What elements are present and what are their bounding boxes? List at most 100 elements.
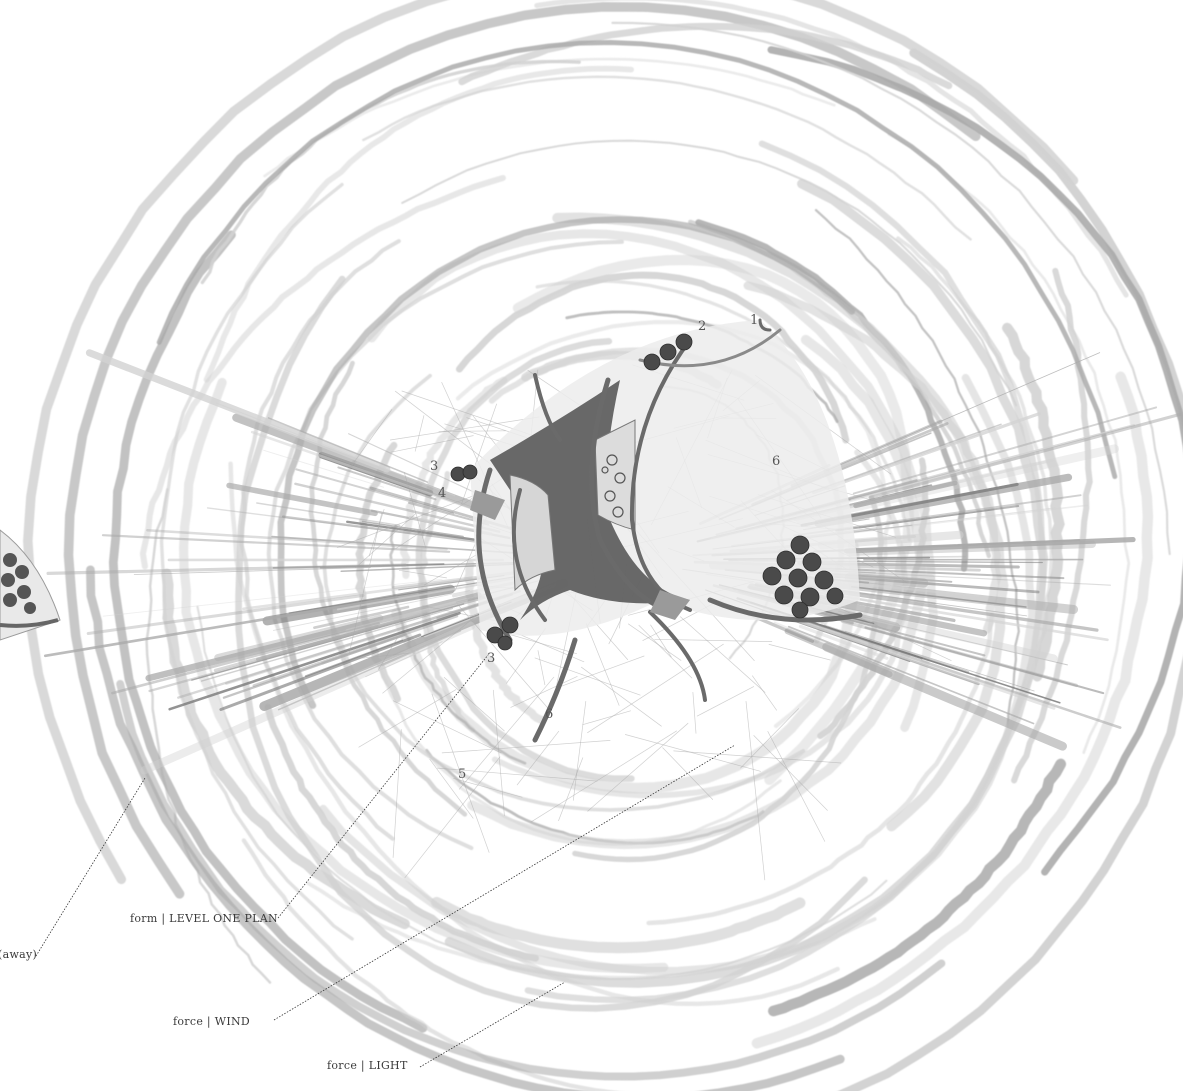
fine-hatch-line bbox=[441, 740, 611, 754]
fine-hatch-line bbox=[654, 638, 773, 642]
fine-hatch-line bbox=[628, 623, 682, 661]
fine-hatch-line bbox=[753, 735, 828, 811]
wind-streak bbox=[133, 567, 372, 575]
wind-streak bbox=[140, 621, 476, 775]
fine-hatch-line bbox=[587, 643, 724, 734]
light-swirl-stroke bbox=[277, 216, 856, 709]
light-swirl-stroke bbox=[228, 461, 840, 1007]
plan-number-5: 5 bbox=[458, 767, 466, 782]
wind-streak bbox=[295, 468, 455, 515]
wind-streak bbox=[838, 610, 1068, 666]
wind-streak bbox=[297, 624, 379, 649]
fine-hatch-line bbox=[392, 729, 402, 858]
fine-hatch-line bbox=[389, 416, 540, 441]
wind-streak bbox=[762, 607, 1056, 710]
fine-hatch-line bbox=[585, 623, 620, 706]
fine-hatch-line bbox=[390, 435, 474, 453]
light-swirl-stroke bbox=[524, 140, 1047, 1004]
fine-hatch-line bbox=[382, 614, 478, 694]
fine-hatch-line bbox=[458, 676, 555, 790]
light-swirl-stroke bbox=[306, 881, 877, 980]
wind-streak bbox=[272, 590, 470, 631]
fine-hatch-line bbox=[680, 616, 766, 693]
light-swirl-stroke bbox=[887, 132, 1131, 754]
light-swirl-stroke bbox=[458, 22, 953, 90]
plan-number-3b: 3 bbox=[487, 651, 495, 666]
wind-streak bbox=[111, 621, 381, 695]
tree-cluster-icon bbox=[450, 333, 844, 651]
tree-cluster-icon bbox=[1, 553, 36, 614]
wind-streak bbox=[272, 563, 445, 569]
light-swirl-stroke bbox=[308, 360, 468, 817]
wind-streak bbox=[798, 624, 889, 660]
fine-hatch-line bbox=[537, 650, 546, 686]
fine-hatch-line bbox=[516, 730, 560, 786]
fine-hatch-line bbox=[510, 676, 578, 708]
fine-hatch-line bbox=[403, 472, 426, 549]
wind-streak bbox=[256, 502, 401, 527]
plan-number-2: 2 bbox=[698, 319, 706, 334]
leader-wind bbox=[273, 744, 736, 1021]
fine-hatch-line bbox=[457, 604, 549, 709]
fine-hatch-line bbox=[443, 677, 505, 732]
wind-streak bbox=[43, 595, 399, 658]
wind-streak bbox=[844, 630, 1035, 692]
wind-streak bbox=[145, 592, 482, 682]
wind-streak bbox=[101, 534, 451, 553]
light-swirl-stroke bbox=[401, 139, 1018, 407]
wind-streak bbox=[337, 466, 437, 501]
fine-hatch-line bbox=[355, 513, 417, 569]
fine-hatch-line bbox=[582, 710, 631, 726]
adjacent-plan-fragment bbox=[0, 529, 61, 641]
wind-streak bbox=[168, 611, 461, 711]
fine-hatch-line bbox=[358, 689, 457, 748]
wind-streak bbox=[86, 594, 365, 635]
fine-hatch-line bbox=[768, 644, 831, 661]
plan-number-3a: 3 bbox=[430, 459, 438, 474]
light-swirl-stroke bbox=[767, 46, 1183, 876]
light-swirl-stroke bbox=[768, 758, 1067, 1017]
label-away: (away) bbox=[0, 948, 38, 961]
fine-hatch-line bbox=[581, 666, 662, 727]
light-swirl-stroke bbox=[108, 230, 428, 1033]
fine-hatch-line bbox=[745, 700, 766, 881]
wind-streak bbox=[255, 595, 486, 662]
wind-streak bbox=[835, 580, 980, 598]
plan-core bbox=[490, 380, 690, 620]
fine-hatch-line bbox=[436, 767, 598, 782]
light-swirl-stroke bbox=[431, 896, 806, 954]
light-swirl-stroke bbox=[161, 568, 410, 930]
wind-streak bbox=[294, 482, 501, 533]
fine-hatch-line bbox=[431, 693, 490, 853]
fine-hatch-line bbox=[453, 778, 523, 798]
fine-hatch-line bbox=[662, 747, 714, 800]
light-swirl-stroke bbox=[196, 605, 888, 981]
level-one-plan: 1 2 3 3 4 5 6 6 bbox=[430, 313, 863, 782]
wind-streak bbox=[206, 507, 417, 535]
light-swirl-stroke bbox=[455, 271, 850, 444]
wind-streak bbox=[267, 417, 429, 483]
wind-streak bbox=[263, 449, 384, 488]
light-swirl-stroke bbox=[145, 488, 272, 984]
wind-streak bbox=[840, 619, 1078, 688]
fine-hatch-line bbox=[350, 409, 393, 467]
wind-streak bbox=[219, 633, 422, 711]
plan-number-1: 1 bbox=[750, 313, 758, 328]
light-swirl-stroke bbox=[751, 371, 1154, 1049]
label-form-level-one-plan: form | LEVEL ONE PLAN bbox=[130, 912, 278, 925]
fine-hatch-line bbox=[740, 708, 799, 769]
fine-hatch-line bbox=[398, 569, 447, 579]
wind-streak bbox=[271, 535, 517, 554]
wind-streak bbox=[835, 505, 1020, 532]
fine-hatch-line bbox=[692, 691, 697, 734]
wind-streak bbox=[868, 412, 1182, 499]
wind-streak bbox=[413, 593, 487, 613]
wind-streak bbox=[232, 413, 495, 516]
light-swirl-stroke bbox=[611, 21, 1171, 556]
light-swirl-stroke bbox=[1011, 267, 1093, 784]
wind-streak bbox=[46, 563, 407, 576]
fine-hatch-line bbox=[673, 750, 842, 764]
plan-number-6: 6 bbox=[772, 454, 780, 469]
label-force-wind: force | WIND bbox=[173, 1015, 251, 1028]
